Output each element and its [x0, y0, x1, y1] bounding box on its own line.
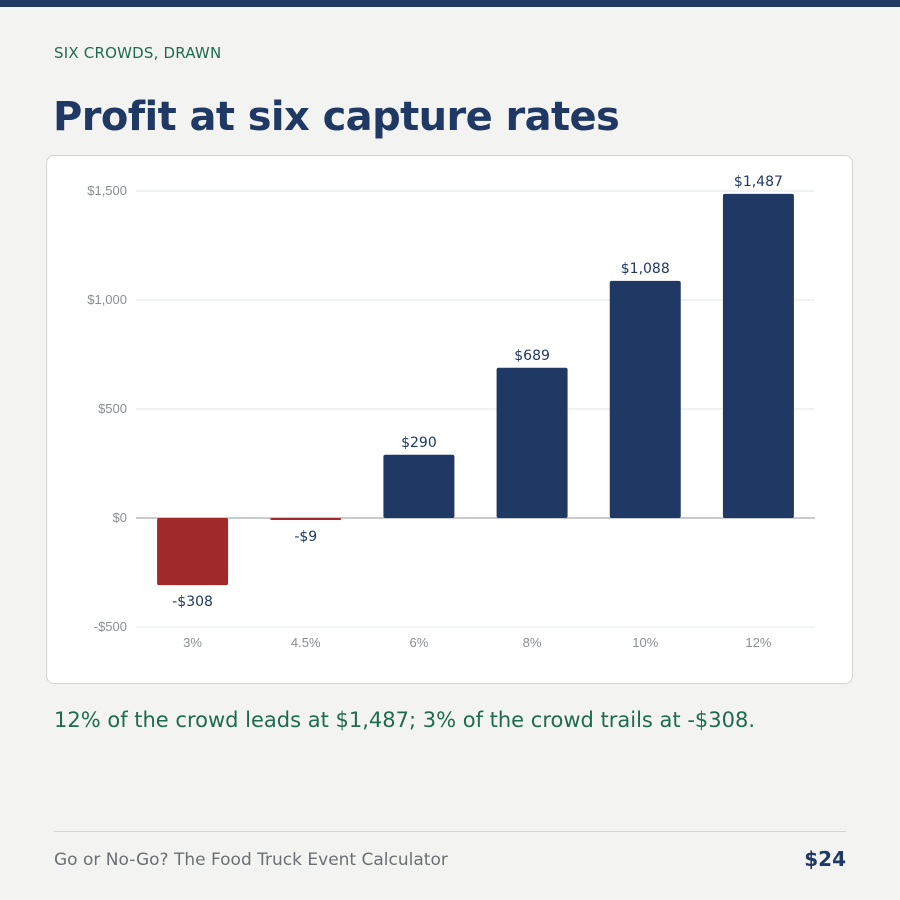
y-tick-label: $0: [113, 510, 127, 525]
x-tick-label: 8%: [523, 635, 542, 650]
x-tick-label: 4.5%: [291, 635, 321, 650]
page-title: Profit at six capture rates: [53, 94, 620, 140]
x-tick-label: 10%: [632, 635, 658, 650]
chart-caption: 12% of the crowd leads at $1,487; 3% of …: [54, 708, 756, 732]
top-accent-bar: [0, 0, 900, 7]
data-label: -$9: [294, 529, 317, 545]
x-tick-label: 6%: [410, 635, 429, 650]
footer-book-title: Go or No-Go? The Food Truck Event Calcul…: [54, 850, 448, 870]
bar: [722, 193, 794, 519]
bar: [383, 454, 455, 518]
data-label: $290: [401, 435, 437, 451]
y-tick-label: $1,500: [87, 183, 127, 198]
chart-card: [46, 155, 853, 684]
data-label: $1,088: [621, 261, 670, 277]
profit-bar-chart: -$500 $0 $500 $1,000 $1,500 -$308 3% -$9 4.5% $29…: [87, 174, 815, 650]
bar: [496, 367, 568, 518]
bar: [157, 518, 229, 586]
x-tick-label: 3%: [183, 635, 202, 650]
x-tick-label: 12%: [745, 635, 771, 650]
bar: [270, 518, 342, 520]
data-label: -$308: [172, 594, 213, 610]
y-tick-label: -$500: [94, 619, 127, 634]
footer-price: $24: [804, 847, 846, 871]
y-tick-label: $1,000: [87, 292, 127, 307]
bar: [609, 280, 681, 518]
data-label: $1,487: [734, 174, 783, 190]
data-label: $689: [514, 348, 550, 364]
y-tick-label: $500: [98, 401, 127, 416]
footer-divider: [54, 831, 846, 832]
eyebrow-label: SIX CROWDS, DRAWN: [54, 44, 222, 62]
